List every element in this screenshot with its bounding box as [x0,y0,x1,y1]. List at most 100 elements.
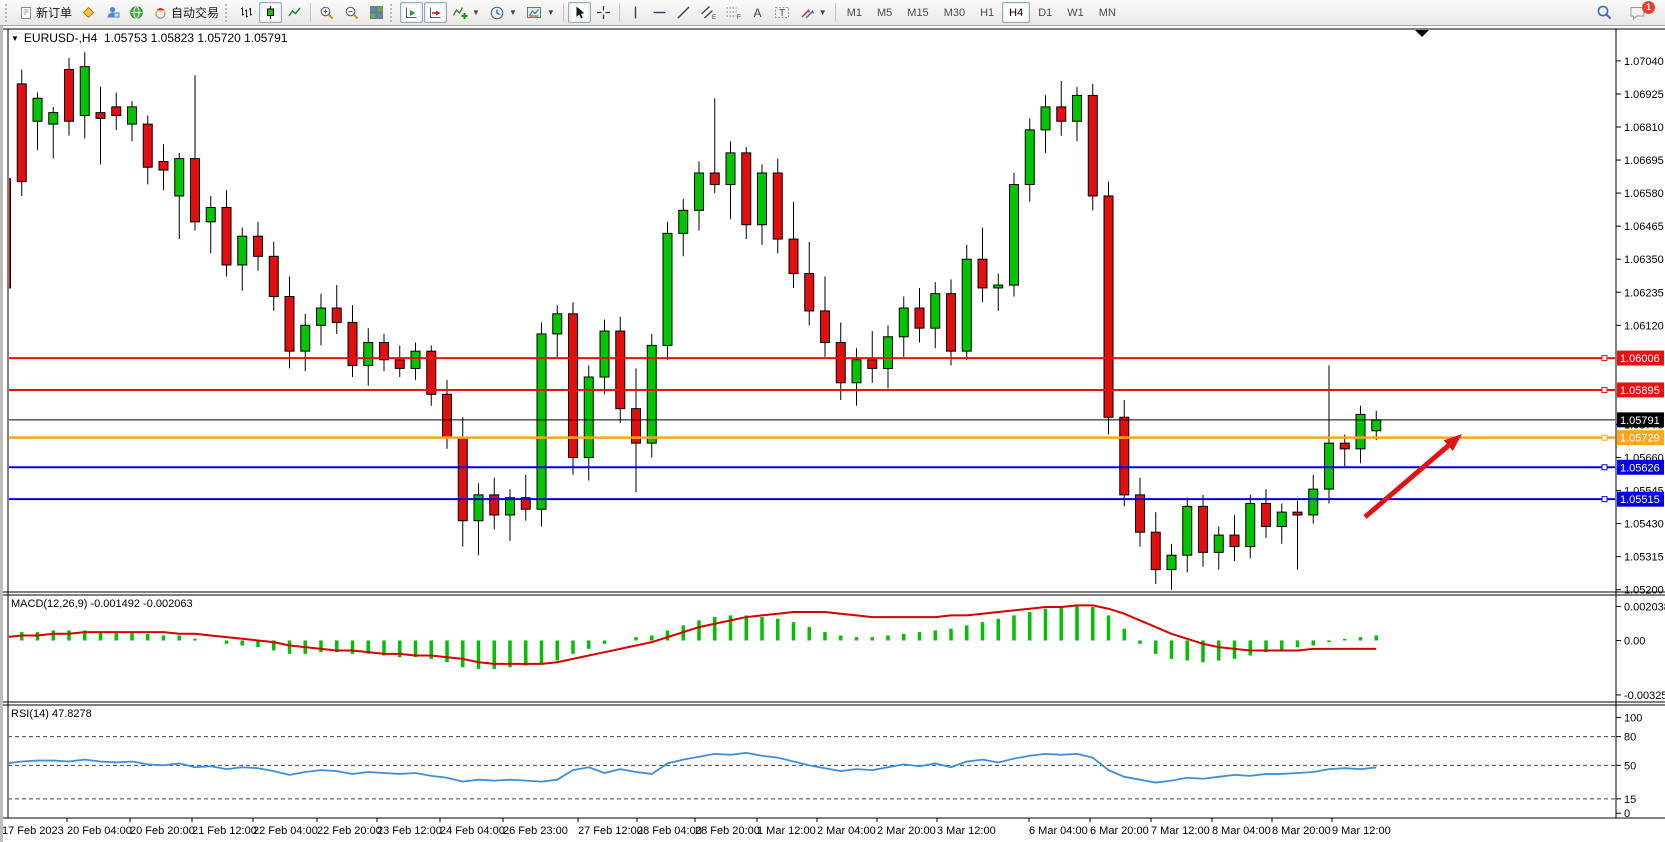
text-label-icon: T [774,7,789,19]
text-icon: A [753,6,761,20]
chart-menu-icon[interactable]: ▼ [11,34,19,43]
svg-text:7 Mar 12:00: 7 Mar 12:00 [1151,825,1210,837]
svg-text:1.06925: 1.06925 [1624,89,1664,101]
svg-text:15: 15 [1624,794,1636,806]
line-chart-button[interactable] [283,2,306,23]
autotrading-label: 自动交易 [171,6,220,20]
svg-text:28 Feb 20:00: 28 Feb 20:00 [695,825,760,837]
vertical-line-button[interactable] [624,2,647,23]
window-left-border [0,26,3,842]
dropdown-caret-icon: ▼ [508,8,517,17]
add-indicator-icon [452,7,468,19]
timeframe-h1[interactable]: H1 [980,6,995,19]
toolbar-grip[interactable] [5,3,11,22]
svg-text:2 Mar 04:00: 2 Mar 04:00 [817,825,876,837]
svg-text:22 Feb 20:00: 22 Feb 20:00 [317,825,382,837]
svg-text:0.00: 0.00 [1624,635,1645,647]
auto-scroll-button[interactable] [424,2,448,23]
indicators-button[interactable]: ▼ [448,2,484,23]
templates-button[interactable]: ▼ [522,2,559,23]
timeframe-d1[interactable]: D1 [1038,6,1053,19]
periods-button[interactable]: ▼ [485,2,521,23]
template-icon [526,7,541,18]
timeframe-m1[interactable]: M1 [846,6,862,19]
new-order-icon [21,6,31,19]
tile-windows-icon [370,6,384,19]
svg-text:1.05315: 1.05315 [1624,552,1664,564]
cursor-button[interactable] [567,2,591,23]
svg-text:6 Mar 20:00: 6 Mar 20:00 [1090,825,1149,837]
crosshair-icon [596,6,610,19]
timeframe-m5[interactable]: M5 [877,6,893,19]
svg-text:1.06695: 1.06695 [1624,155,1664,167]
svg-text:8 Mar 20:00: 8 Mar 20:00 [1272,825,1331,837]
cursor-icon [576,6,585,19]
trendline-button[interactable] [672,2,695,23]
crosshair-button[interactable] [592,2,615,23]
svg-text:A: A [753,6,761,20]
arrows-button[interactable]: ▼ [795,2,831,23]
svg-text:22 Feb 04:00: 22 Feb 04:00 [253,825,318,837]
search-button[interactable] [1592,2,1617,23]
text-button[interactable]: A [746,2,769,23]
horizontal-line-button[interactable] [648,2,671,23]
line-chart-icon [288,7,301,17]
svg-text:50: 50 [1624,760,1636,772]
gold-button[interactable] [77,2,100,23]
notifications-button[interactable]: 1 [1625,1,1655,23]
new-order-button[interactable]: 新订单 [15,2,76,23]
svg-text:24 Feb 04:00: 24 Feb 04:00 [440,825,505,837]
autotrading-icon [155,7,166,19]
svg-text:1 Mar 12:00: 1 Mar 12:00 [757,825,816,837]
svg-text:1.05200: 1.05200 [1624,585,1664,597]
svg-text:1.06465: 1.06465 [1624,221,1664,233]
gold-icon [82,6,95,19]
svg-text:20 Feb 04:00: 20 Feb 04:00 [67,825,132,837]
macd-indicator-label: MACD(12,26,9) -0.001492 -0.002063 [11,598,193,610]
chart-title: ▼ EURUSD-,H4 1.05753 1.05823 1.05720 1.05… [11,31,287,45]
svg-text:21 Feb 12:00: 21 Feb 12:00 [192,825,257,837]
horizontal-line-icon [653,11,666,14]
clock-icon [490,6,504,19]
svg-text:2 Mar 20:00: 2 Mar 20:00 [877,825,936,837]
search-icon [1597,5,1612,20]
fibonacci-button[interactable]: F [721,2,745,23]
toolbar-grip[interactable] [225,3,231,22]
timeframe-w1[interactable]: W1 [1067,6,1084,19]
timeframe-mn[interactable]: MN [1098,6,1116,19]
zoom-out-icon [345,6,359,19]
text-label-button[interactable]: T [770,2,794,23]
toolbar-grip[interactable] [390,3,396,22]
chart-shift-icon [406,7,417,18]
timeframe-h4[interactable]: H4 [1002,2,1031,23]
svg-text:E: E [712,15,716,20]
zoom-in-icon [320,6,334,19]
dropdown-caret-icon: ▼ [472,8,480,17]
svg-text:F: F [737,15,741,20]
bar-chart-button[interactable] [235,2,258,23]
chart-symbol: EURUSD-,H4 [23,31,98,45]
tile-windows-button[interactable] [365,2,388,23]
svg-text:1.05626: 1.05626 [1620,462,1660,474]
svg-text:0.002038: 0.002038 [1624,601,1665,613]
equidistant-channel-button[interactable]: E [696,2,720,23]
support-button[interactable] [101,2,124,23]
svg-text:1.05791: 1.05791 [1620,415,1660,427]
svg-text:27 Feb 12:00: 27 Feb 12:00 [578,825,643,837]
notification-badge: 1 [1642,1,1655,14]
timeframe-m15[interactable]: M15 [907,6,929,19]
chart-canvas[interactable]: 1.07040 1.06925 1.06810 1.06695 1.06580 1.064… [0,26,1665,842]
candlestick-button[interactable] [259,2,283,23]
zoom-out-button[interactable] [340,2,364,23]
zoom-in-button[interactable] [315,2,339,23]
chart-window: 1.07040 1.06925 1.06810 1.06695 1.06580 1.064… [0,26,1665,842]
arrows-icon [801,8,814,19]
svg-text:0: 0 [1624,808,1630,820]
autotrading-button[interactable]: 自动交易 [149,2,223,23]
signals-button[interactable] [125,2,148,23]
svg-text:1.05895: 1.05895 [1620,385,1660,397]
chart-ohlc: 1.05753 1.05823 1.05720 1.05791 [103,31,288,45]
chart-shift-button[interactable] [400,2,424,23]
svg-text:20 Feb 20:00: 20 Feb 20:00 [130,825,195,837]
timeframe-m30[interactable]: M30 [943,6,966,19]
